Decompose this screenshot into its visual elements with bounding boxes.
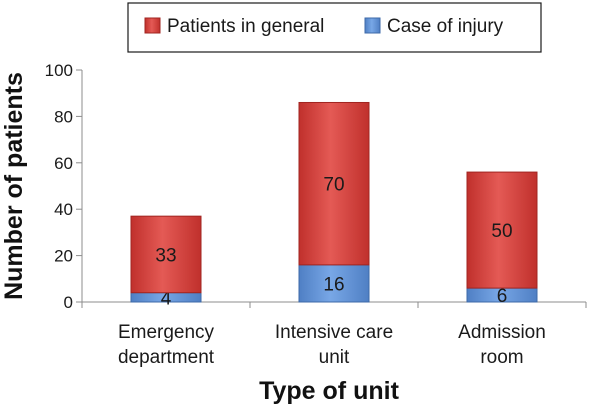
- data-label-case-of-injury-emergency-department: 4: [161, 288, 172, 309]
- y-tick-label: 40: [54, 200, 73, 219]
- y-tick-label: 20: [54, 247, 73, 266]
- y-tick-label: 100: [45, 61, 73, 80]
- legend-label-case-of-injury: Case of injury: [387, 16, 504, 37]
- x-tick-label-admission-room: Admission room: [458, 322, 546, 368]
- legend-swatch-case-of-injury: [364, 17, 381, 34]
- y-axis-title: Number of patients: [0, 72, 28, 300]
- data-label-patients-in-general-emergency-department: 33: [155, 245, 176, 266]
- axis-labels: Type of unit Number of patients: [0, 72, 400, 405]
- data-label-patients-in-general-admission-room: 50: [491, 221, 512, 242]
- axes: 0 20 40 60 80 100 Emergency department Intensive…: [45, 61, 587, 368]
- bars: 4 33 16 70 6 50: [130, 101, 538, 309]
- y-tick-label: 60: [54, 154, 73, 173]
- legend-box: [127, 2, 542, 53]
- bar-patients-in-general-intensive-care-unit: [298, 101, 370, 266]
- x-tick-label-emergency-department: Emergency department: [118, 322, 215, 368]
- y-tick-label: 80: [54, 107, 73, 126]
- data-label-case-of-injury-intensive-care-unit: 16: [323, 274, 344, 295]
- legend-label-patients-in-general: Patients in general: [167, 16, 324, 37]
- y-tick-label: 0: [64, 293, 73, 312]
- x-axis-title: Type of unit: [259, 377, 399, 405]
- legend: Patients in general Case of injury: [127, 2, 542, 53]
- data-label-case-of-injury-admission-room: 6: [497, 286, 508, 307]
- bar-patients-in-general-emergency-department: [130, 215, 202, 294]
- x-tick-label-intensive-care-unit: Intensive care unit: [275, 322, 393, 368]
- data-label-patients-in-general-intensive-care-unit: 70: [323, 175, 344, 196]
- legend-swatch-patients-in-general: [144, 17, 161, 34]
- bar-patients-in-general-admission-room: [466, 171, 538, 289]
